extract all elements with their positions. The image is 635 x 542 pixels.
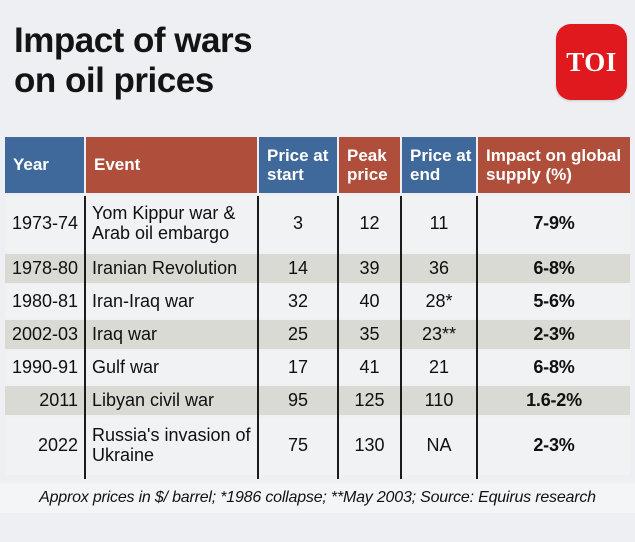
cell-price-start: 32: [257, 285, 338, 318]
col-header-price-start: Price at start: [257, 137, 339, 196]
cell-price-start: 17: [257, 351, 338, 384]
footnote: Approx prices in $/ barrel; *1986 collap…: [39, 489, 596, 506]
footnote-band: Approx prices in $/ barrel; *1986 collap…: [0, 483, 635, 513]
page-title: Impact of wars on oil prices: [14, 21, 253, 101]
cell-price-end: 21: [400, 351, 477, 384]
cell-year: 1980-81: [5, 285, 85, 318]
col-header-price-end: Price at end: [400, 137, 478, 196]
cell-peak-price: 130: [337, 417, 401, 475]
cell-event: Iranian Revolution: [84, 252, 258, 285]
cell-price-end: 28*: [400, 285, 477, 318]
cell-event: Iran-Iraq war: [84, 285, 258, 318]
cell-price-end: 23**: [400, 318, 477, 351]
divider-tick-row: [5, 475, 630, 479]
cell-event: Yom Kippur war & Arab oil embargo: [84, 194, 258, 252]
col-header-impact: Impact on global supply (%): [476, 137, 630, 196]
cell-event: Russia's invasion of Ukraine: [84, 417, 258, 475]
cell-price-end: 11: [400, 194, 477, 252]
cell-year: 1978-80: [5, 252, 85, 285]
cell-event: Iraq war: [84, 318, 258, 351]
cell-price-end: 110: [400, 384, 477, 417]
cell-year: 2022: [5, 417, 85, 475]
table-header-row: Year Event Price at start Peak price Pri…: [5, 137, 630, 196]
page-title-line2: on oil prices: [14, 61, 214, 100]
page-title-line1: Impact of wars: [14, 21, 253, 60]
cell-impact: 2-3%: [476, 417, 630, 475]
col-header-event: Event: [84, 137, 259, 196]
cell-peak-price: 35: [337, 318, 401, 351]
table-row: 2022 Russia's invasion of Ukraine 75 130…: [5, 417, 630, 475]
table-row: 1990-91 Gulf war 17 41 21 6-8%: [5, 351, 630, 384]
cell-price-start: 3: [257, 194, 338, 252]
cell-peak-price: 125: [337, 384, 401, 417]
table-row: 1978-80 Iranian Revolution 14 39 36 6-8%: [5, 252, 630, 285]
cell-peak-price: 41: [337, 351, 401, 384]
table-row: 2011 Libyan civil war 95 125 110 1.6-2%: [5, 384, 630, 417]
cell-peak-price: 39: [337, 252, 401, 285]
cell-year: 2002-03: [5, 318, 85, 351]
col-header-peak-price: Peak price: [337, 137, 402, 196]
cell-price-start: 75: [257, 417, 338, 475]
cell-year: 1990-91: [5, 351, 85, 384]
cell-year: 2011: [5, 384, 85, 417]
cell-event: Gulf war: [84, 351, 258, 384]
cell-year: 1973-74: [5, 194, 85, 252]
cell-price-end: 36: [400, 252, 477, 285]
cell-price-start: 25: [257, 318, 338, 351]
cell-impact: 6-8%: [476, 252, 630, 285]
cell-impact: 6-8%: [476, 351, 630, 384]
cell-price-start: 95: [257, 384, 338, 417]
toi-logo-text: TOI: [566, 46, 617, 77]
cell-impact: 1.6-2%: [476, 384, 630, 417]
cell-impact: 2-3%: [476, 318, 630, 351]
cell-impact: 7-9%: [476, 194, 630, 252]
table-row: 1973-74 Yom Kippur war & Arab oil embarg…: [5, 194, 630, 252]
table-row: 2002-03 Iraq war 25 35 23** 2-3%: [5, 318, 630, 351]
cell-event: Libyan civil war: [84, 384, 258, 417]
cell-price-end: NA: [400, 417, 477, 475]
cell-price-start: 14: [257, 252, 338, 285]
oil-prices-table: Year Event Price at start Peak price Pri…: [5, 137, 630, 479]
cell-peak-price: 12: [337, 194, 401, 252]
cell-peak-price: 40: [337, 285, 401, 318]
toi-logo: TOI: [556, 24, 627, 100]
cell-impact: 5-6%: [476, 285, 630, 318]
table-row: 1980-81 Iran-Iraq war 32 40 28* 5-6%: [5, 285, 630, 318]
col-header-year: Year: [5, 137, 86, 196]
